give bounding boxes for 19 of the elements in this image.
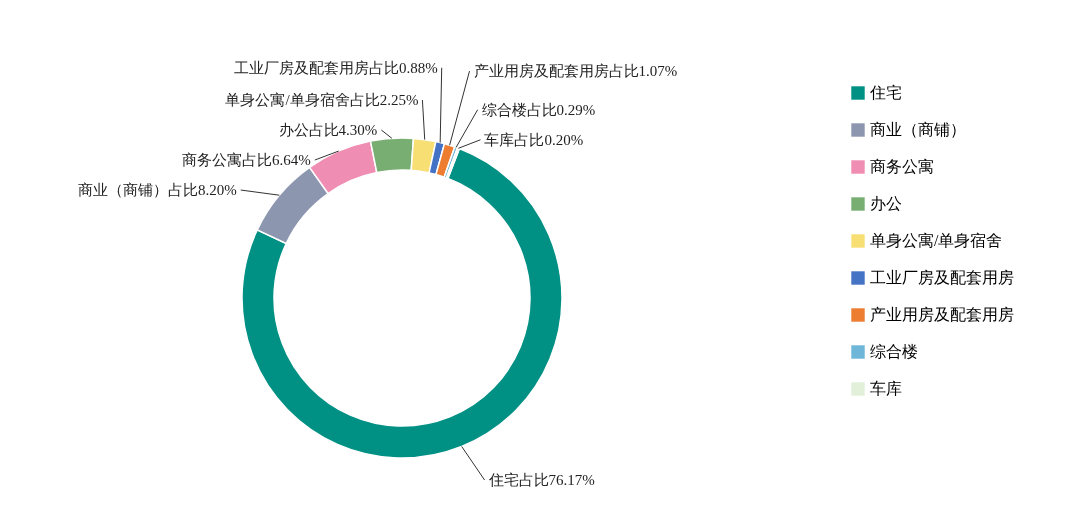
legend-label: 工业厂房及配套用房: [870, 269, 1014, 286]
data-label: 车库占比0.20%: [484, 131, 584, 148]
data-label: 商业（商铺）占比8.20%: [77, 182, 237, 199]
data-label: 办公占比4.30%: [278, 122, 378, 139]
legend-label: 住宅: [869, 84, 902, 101]
data-label: 住宅占比76.17%: [487, 472, 595, 488]
legend-label: 单身公寓/单身宿舍: [870, 232, 1003, 249]
data-label: 商务公寓占比6.64%: [182, 152, 311, 169]
data-label: 单身公寓/单身宿舍占比2.25%: [225, 92, 419, 109]
legend-label: 商业（商铺）: [870, 121, 966, 138]
legend-label: 综合楼: [870, 343, 918, 360]
legend-label: 商务公寓: [870, 158, 934, 175]
donut-slice: [241, 147, 563, 459]
data-label: 产业用房及配套用房占比1.07%: [473, 63, 678, 80]
legend-label: 车库: [870, 380, 902, 397]
data-label: 工业厂房及配套用房占比0.88%: [233, 59, 438, 76]
data-label: 综合楼占比0.29%: [481, 101, 596, 118]
legend-label: 办公: [870, 195, 902, 212]
legend-label: 产业用房及配套用房: [870, 306, 1014, 323]
